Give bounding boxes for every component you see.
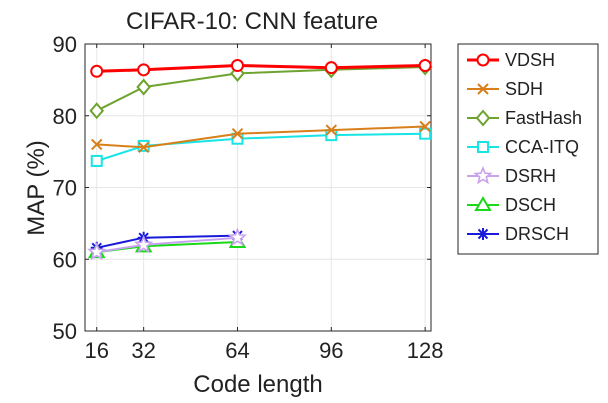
legend-label: CCA-ITQ — [505, 137, 579, 157]
data-point — [136, 78, 151, 96]
y-tick-label: 90 — [53, 32, 77, 57]
data-point — [231, 127, 244, 140]
x-tick-label: 32 — [131, 338, 155, 363]
data-point — [324, 61, 338, 75]
x-tick-label: 96 — [319, 338, 343, 363]
data-point — [90, 154, 103, 167]
data-point — [91, 138, 103, 151]
series-vdsh — [90, 59, 432, 78]
legend-item-cca-itq: CCA-ITQ — [467, 137, 579, 157]
legend-marker — [473, 165, 493, 185]
grid — [85, 43, 431, 332]
legend-label: DSRH — [505, 166, 556, 186]
legend-marker — [477, 228, 489, 240]
x-tick-label: 64 — [225, 338, 249, 363]
legend-label: DSCH — [505, 195, 556, 215]
legend-item-vdsh: VDSH — [467, 50, 555, 70]
series-cca-itq — [90, 127, 432, 167]
legend-item-sdh: SDH — [467, 79, 543, 99]
x-tick-label: 16 — [84, 338, 108, 363]
series-layer — [87, 58, 433, 261]
y-tick-label: 70 — [53, 176, 77, 201]
series-dsrh — [87, 227, 248, 261]
legend-item-drsch: DRSCH — [467, 224, 569, 244]
y-tick-label: 80 — [53, 104, 77, 129]
y-tick-label: 50 — [53, 319, 77, 344]
y-axis-label: MAP (%) — [23, 140, 50, 236]
x-tick-label: 128 — [407, 338, 444, 363]
data-point — [227, 227, 248, 246]
legend-marker — [475, 109, 491, 127]
legend-label: DRSCH — [505, 224, 569, 244]
y-axis: 50 60 70 80 90 — [53, 32, 431, 344]
data-point — [137, 141, 150, 154]
legend-marker — [474, 196, 492, 211]
data-point — [419, 127, 432, 140]
data-point — [133, 234, 154, 254]
data-point — [419, 120, 431, 133]
chart-title: CIFAR-10: CNN feature — [126, 8, 378, 35]
legend-marker — [476, 53, 490, 67]
data-point — [87, 241, 107, 261]
data-point — [325, 129, 338, 142]
legend-label: SDH — [505, 79, 543, 99]
series-sdh — [91, 120, 431, 154]
data-point — [137, 63, 151, 77]
data-point — [89, 102, 105, 120]
legend-label: VDSH — [505, 50, 555, 70]
legend: VDSH SDH FastHash CCA-ITQ DSRH DSCH DRSCH — [457, 43, 599, 255]
legend-item-dsch: DSCH — [467, 195, 556, 215]
y-tick-label: 60 — [53, 247, 77, 272]
data-point — [90, 64, 104, 78]
legend-marker — [477, 141, 489, 153]
legend-marker — [477, 83, 489, 95]
x-axis-label: Code length — [193, 371, 322, 398]
data-point — [325, 124, 338, 136]
legend-item-dsrh: DSRH — [467, 165, 556, 186]
legend-label: FastHash — [505, 108, 582, 128]
legend-item-fasthash: FastHash — [467, 108, 582, 128]
data-point — [418, 59, 432, 73]
data-point — [230, 59, 244, 73]
x-axis: 16 32 64 96 128 — [84, 44, 443, 363]
